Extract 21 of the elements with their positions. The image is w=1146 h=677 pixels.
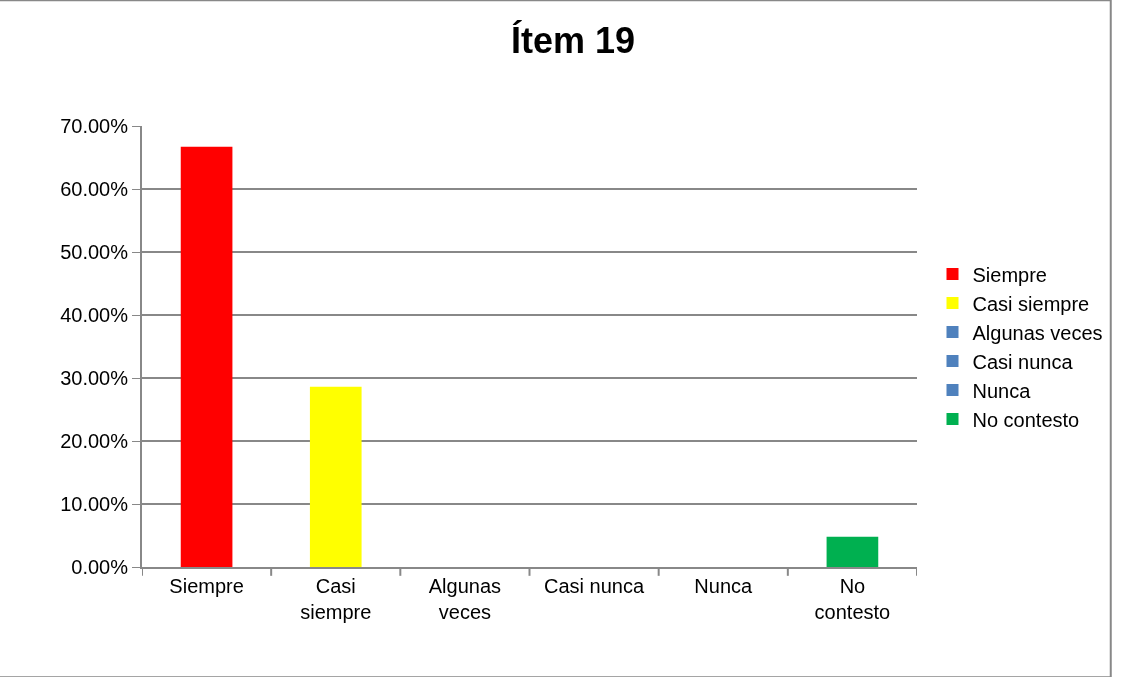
legend-label: Nunca — [972, 379, 1032, 402]
x-tick-label: Algunas veces — [428, 575, 502, 623]
x-tick-label: Casi nunca — [544, 575, 645, 597]
legend-label: Casi siempre — [972, 292, 1090, 315]
x-tick-label: Casi siempre — [300, 575, 372, 623]
legend-label: Algunas veces — [972, 321, 1103, 344]
x-tick-label: No contesto — [814, 575, 891, 623]
y-tick-label: 0.00% — [71, 556, 129, 578]
x-tick-label: Nunca — [694, 575, 754, 597]
y-tick-label: 40.00% — [60, 304, 129, 326]
y-tick-label: 70.00% — [60, 115, 129, 137]
y-tick-label: 30.00% — [60, 367, 129, 389]
x-tick-label: Siempre — [169, 575, 244, 597]
chart-title: Ítem 19 — [510, 20, 636, 62]
y-tick-label: 50.00% — [60, 241, 129, 263]
legend-label: Casi nunca — [972, 350, 1074, 373]
y-tick-label: 20.00% — [60, 430, 129, 452]
y-tick-label: 60.00% — [60, 178, 129, 200]
legend-label: No contesto — [972, 408, 1080, 431]
y-tick-label: 10.00% — [60, 493, 129, 515]
legend-label: Siempre — [972, 263, 1047, 286]
